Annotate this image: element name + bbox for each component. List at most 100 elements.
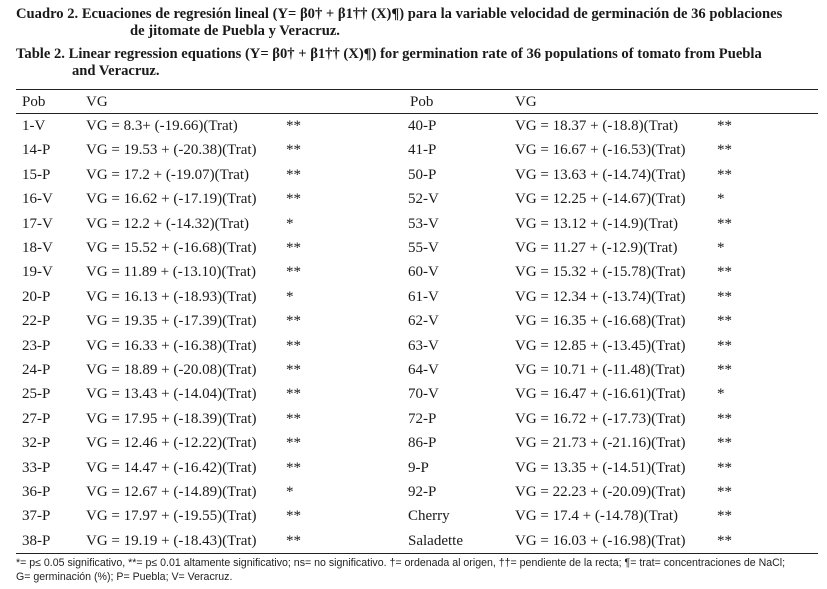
- population-right: 9-P: [408, 459, 429, 476]
- population-left: 27-P: [22, 410, 51, 427]
- footnote-line2: G= germinación (%); P= Puebla; V= Veracr…: [16, 571, 233, 583]
- significance-right: *: [717, 386, 725, 403]
- significance-right: **: [717, 410, 732, 427]
- equation-right: VG = 15.32 + (-15.78)(Trat): [515, 264, 686, 281]
- significance-left: **: [286, 435, 301, 452]
- population-left: 15-P: [22, 166, 51, 183]
- population-left: 16-V: [22, 191, 53, 208]
- population-right: 62-V: [408, 313, 439, 330]
- significance-left: **: [286, 532, 301, 549]
- equation-left: VG = 12.46 + (-12.22)(Trat): [86, 435, 257, 452]
- population-left: 20-P: [22, 288, 51, 305]
- table-row: 16-V VG = 16.62 + (-17.19)(Trat) ** 52-V VG …: [0, 187, 827, 211]
- equation-right: VG = 12.85 + (-13.45)(Trat): [515, 337, 686, 354]
- significance-right: **: [717, 142, 732, 159]
- significance-left: *: [286, 215, 294, 232]
- significance-right: **: [717, 459, 732, 476]
- caption-es-line1: Cuadro 2. Ecuaciones de regresión lineal…: [16, 6, 783, 22]
- header-vg-left: VG: [86, 94, 108, 110]
- caption-en-line2: and Veracruz.: [72, 63, 160, 79]
- significance-right: **: [717, 435, 732, 452]
- equation-right: VG = 16.47 + (-16.61)(Trat): [515, 386, 686, 403]
- significance-right: **: [717, 215, 732, 232]
- equation-right: VG = 13.12 + (-14.9)(Trat): [515, 215, 679, 232]
- table-row: 15-P VG = 17.2 + (-19.07)(Trat) ** 50-P VG =…: [0, 163, 827, 187]
- population-right: 53-V: [408, 215, 439, 232]
- equation-right: VG = 12.34 + (-13.74)(Trat): [515, 288, 686, 305]
- population-right: 86-P: [408, 435, 437, 452]
- equation-right: VG = 21.73 + (-21.16)(Trat): [515, 435, 686, 452]
- population-left: 25-P: [22, 386, 51, 403]
- equation-right: VG = 16.67 + (-16.53)(Trat): [515, 142, 686, 159]
- equation-right: VG = 16.72 + (-17.73)(Trat): [515, 410, 686, 427]
- population-left: 1-V: [22, 118, 46, 134]
- population-right: 63-V: [408, 337, 439, 354]
- population-right: 52-V: [408, 191, 439, 208]
- significance-right: **: [717, 288, 732, 305]
- equation-left: VG = 13.43 + (-14.04)(Trat): [86, 386, 257, 403]
- equation-left: VG = 8.3+ (-19.66)(Trat): [86, 118, 238, 134]
- population-left: 18-V: [22, 240, 53, 256]
- population-left: 32-P: [22, 435, 51, 452]
- population-left: 37-P: [22, 508, 51, 525]
- equation-right: VG = 22.23 + (-20.09)(Trat): [515, 484, 686, 500]
- table-row: 37-P VG = 17.97 + (-19.55)(Trat) ** Cherry V…: [0, 504, 827, 528]
- header-pob-right: Pob: [410, 94, 434, 110]
- equation-right: VG = 10.71 + (-11.48)(Trat): [515, 362, 685, 378]
- population-left: 33-P: [22, 459, 51, 476]
- significance-left: *: [286, 288, 294, 305]
- equation-left: VG = 17.97 + (-19.55)(Trat): [86, 508, 257, 525]
- population-right: 41-P: [408, 142, 437, 159]
- equation-left: VG = 16.13 + (-18.93)(Trat): [86, 288, 257, 305]
- equation-right: VG = 13.63 + (-14.74)(Trat): [515, 166, 686, 183]
- table-row: 18-V VG = 15.52 + (-16.68)(Trat) ** 55-V VG …: [0, 236, 827, 260]
- significance-left: **: [286, 313, 301, 330]
- population-left: 38-P: [22, 532, 51, 549]
- table-row: 14-P VG = 19.53 + (-20.38)(Trat) ** 41-P VG …: [0, 138, 827, 162]
- table-row: 38-P VG = 19.19 + (-18.43)(Trat) ** Saladet…: [0, 529, 827, 553]
- population-right: 70-V: [408, 386, 439, 403]
- equation-left: VG = 19.53 + (-20.38)(Trat): [86, 142, 257, 159]
- significance-left: **: [286, 410, 301, 427]
- equation-left: VG = 17.95 + (-18.39)(Trat): [86, 410, 257, 427]
- equation-left: VG = 16.62 + (-17.19)(Trat): [86, 191, 257, 208]
- table-row: 1-V VG = 8.3+ (-19.66)(Trat) ** 40-P VG = 18…: [0, 114, 827, 138]
- significance-left: *: [286, 484, 294, 500]
- population-left: 19-V: [22, 264, 53, 281]
- table-row: 33-P VG = 14.47 + (-16.42)(Trat) ** 9-P VG =…: [0, 456, 827, 480]
- footnote-line1: *= p≤ 0.05 significativo, **= p≤ 0.01 al…: [16, 557, 786, 569]
- population-right: Saladette: [408, 532, 463, 549]
- significance-left: **: [286, 191, 301, 208]
- caption-en-line1: Table 2. Linear regression equations (Y=…: [16, 46, 762, 62]
- equation-left: VG = 14.47 + (-16.42)(Trat): [86, 459, 257, 476]
- header-vg-right: VG: [515, 94, 537, 110]
- population-left: 22-P: [22, 313, 51, 330]
- table-row: 23-P VG = 16.33 + (-16.38)(Trat) ** 63-V VG …: [0, 334, 827, 358]
- population-left: 36-P: [22, 484, 51, 500]
- significance-left: **: [286, 386, 301, 403]
- population-right: 92-P: [408, 484, 437, 500]
- population-right: Cherry: [408, 508, 450, 525]
- equation-left: VG = 17.2 + (-19.07)(Trat): [86, 166, 250, 183]
- equation-right: VG = 12.25 + (-14.67)(Trat): [515, 191, 686, 208]
- population-right: 72-P: [408, 410, 437, 427]
- significance-right: **: [717, 264, 732, 281]
- table-row: 24-P VG = 18.89 + (-20.08)(Trat) ** 64-V VG …: [0, 358, 827, 382]
- population-right: 40-P: [408, 118, 437, 134]
- significance-right: **: [717, 532, 732, 549]
- population-right: 64-V: [408, 362, 439, 378]
- significance-left: **: [286, 362, 301, 378]
- equation-left: VG = 12.67 + (-14.89)(Trat): [86, 484, 257, 500]
- significance-right: **: [717, 337, 732, 354]
- population-right: 50-P: [408, 166, 437, 183]
- table-top-rule: [16, 89, 818, 90]
- table-row: 25-P VG = 13.43 + (-14.04)(Trat) ** 70-V VG …: [0, 382, 827, 406]
- population-left: 24-P: [22, 362, 51, 378]
- equation-left: VG = 18.89 + (-20.08)(Trat): [86, 362, 257, 378]
- population-right: 60-V: [408, 264, 439, 281]
- table-row: 17-V VG = 12.2 + (-14.32)(Trat) * 53-V VG = …: [0, 212, 827, 236]
- equation-left: VG = 11.89 + (-13.10)(Trat): [86, 264, 256, 281]
- table-row: 32-P VG = 12.46 + (-12.22)(Trat) ** 86-P VG …: [0, 431, 827, 455]
- equation-left: VG = 19.35 + (-17.39)(Trat): [86, 313, 257, 330]
- significance-right: **: [717, 166, 732, 183]
